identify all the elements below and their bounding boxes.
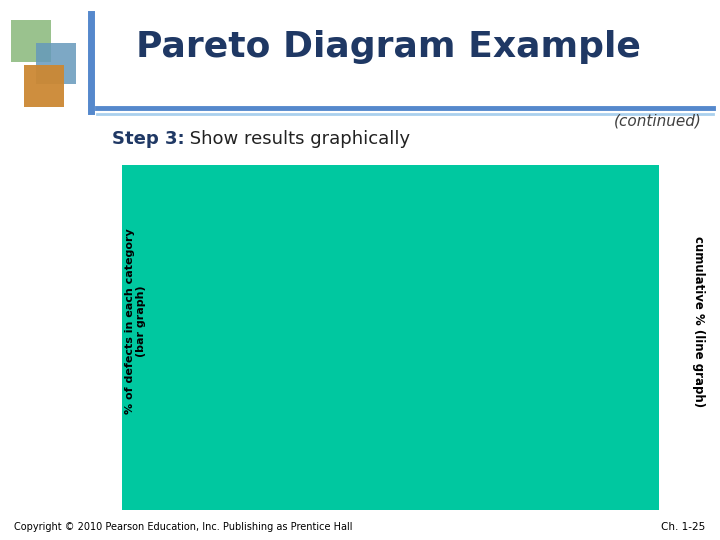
Bar [267, 367, 312, 459]
Text: cumulative % (line graph): cumulative % (line graph) [692, 236, 705, 407]
Bar [36, 43, 76, 84]
Bar [408, 431, 454, 459]
Text: % of defects in each category
(bar graph): % of defects in each category (bar graph… [125, 228, 146, 414]
Text: Ch. 1-25: Ch. 1-25 [662, 522, 706, 532]
Text: (continued): (continued) [614, 113, 702, 129]
Title: Pareto Diagram: Cause of Manufacturing Defect: Pareto Diagram: Cause of Manufacturing D… [236, 168, 556, 181]
Text: Step 3:: Step 3: [112, 130, 184, 147]
Bar [338, 422, 384, 459]
Bar [12, 20, 51, 62]
Text: Show results graphically: Show results graphically [184, 130, 410, 147]
Bar [196, 211, 242, 459]
Bar [480, 436, 525, 459]
Bar [24, 65, 63, 107]
Text: Pareto Diagram Example: Pareto Diagram Example [136, 30, 642, 64]
Text: Copyright © 2010 Pearson Education, Inc. Publishing as Prentice Hall: Copyright © 2010 Pearson Education, Inc.… [14, 522, 353, 532]
Bar [550, 441, 596, 459]
